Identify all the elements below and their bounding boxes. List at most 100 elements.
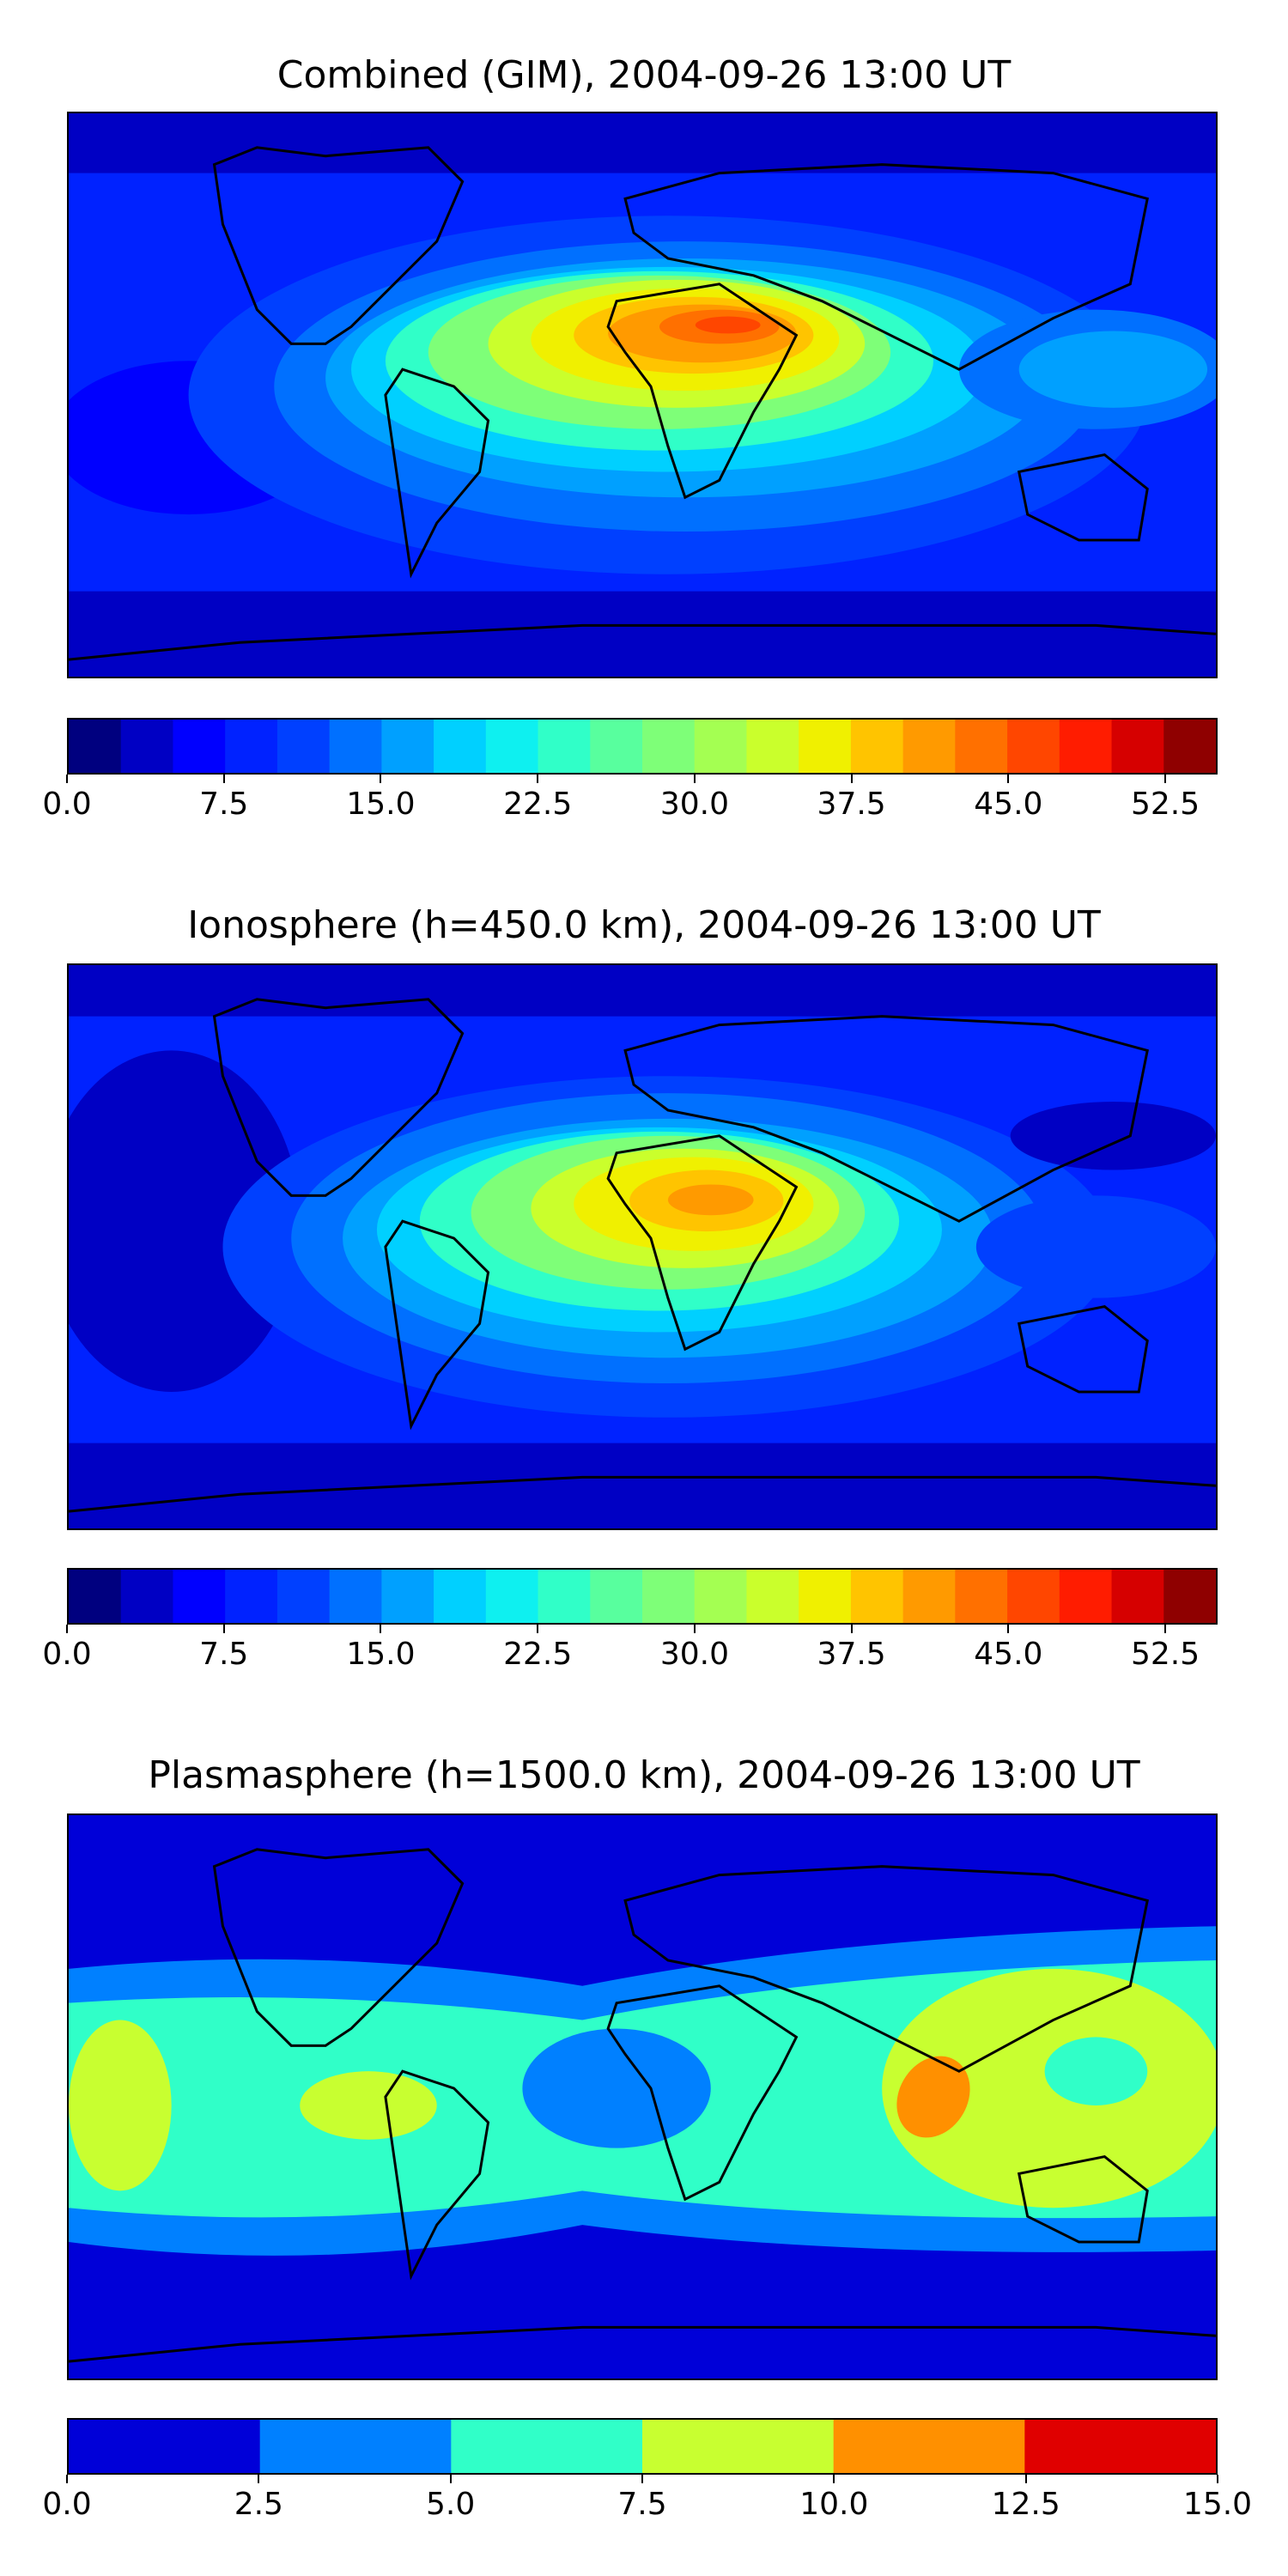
coastlines bbox=[69, 146, 1216, 661]
colorbar-segment bbox=[590, 720, 643, 773]
colorbar-segment bbox=[259, 2420, 452, 2473]
colorbar-tick-mark bbox=[380, 1625, 382, 1633]
colorbar-ionosphere bbox=[67, 1568, 1218, 1625]
colorbar-plasmasphere bbox=[67, 2418, 1218, 2475]
tec-map-plasmasphere bbox=[69, 1815, 1216, 2379]
colorbar-segment bbox=[120, 720, 173, 773]
colorbar-tick-mark bbox=[537, 775, 539, 783]
colorbar-segment bbox=[642, 720, 696, 773]
colorbar-tick-label: 2.5 bbox=[234, 2487, 283, 2522]
colorbar-tick-label: 12.5 bbox=[991, 2487, 1060, 2522]
map-plasmasphere bbox=[67, 1814, 1218, 2380]
panel-title-ionosphere: Ionosphere (h=450.0 km), 2004-09-26 13:0… bbox=[187, 903, 1101, 947]
colorbar-tick-mark bbox=[641, 2475, 643, 2483]
colorbar-tick-label: 5.0 bbox=[426, 2487, 476, 2522]
colorbar-segment bbox=[850, 720, 904, 773]
colorbar-tick-label: 30.0 bbox=[659, 787, 729, 822]
colorbar-tick-mark bbox=[850, 775, 853, 783]
colorbar-segment bbox=[746, 1570, 799, 1623]
colorbar-tick-mark bbox=[222, 775, 225, 783]
colorbar-tick-mark bbox=[1007, 1625, 1010, 1633]
panel-title-plasmasphere: Plasmasphere (h=1500.0 km), 2004-09-26 1… bbox=[148, 1753, 1140, 1797]
colorbar-segment bbox=[225, 1570, 278, 1623]
colorbar-segment bbox=[1007, 1570, 1060, 1623]
colorbar-segment bbox=[434, 720, 487, 773]
colorbar-tick-mark bbox=[1217, 2475, 1218, 2483]
colorbar-ticks-combined: 0.0 7.5 15.0 22.5 30.0 37.5 45.0 52.5 bbox=[42, 775, 1218, 826]
colorbar-tick-label: 0.0 bbox=[42, 787, 92, 822]
colorbar-segment bbox=[69, 1570, 122, 1623]
colorbar-tick-label: 37.5 bbox=[817, 787, 886, 822]
colorbar-tick-label: 52.5 bbox=[1131, 1637, 1200, 1672]
colorbar-segment bbox=[1059, 1570, 1113, 1623]
colorbar-tick-label: 45.0 bbox=[974, 787, 1043, 822]
colorbar-segment bbox=[1059, 720, 1113, 773]
colorbar-tick-mark bbox=[66, 2475, 68, 2483]
colorbar-tick-mark bbox=[537, 1625, 539, 1633]
coastlines bbox=[69, 1848, 1216, 2363]
colorbar-segment bbox=[833, 2420, 1025, 2473]
colorbar-segment bbox=[902, 720, 956, 773]
colorbar-segment bbox=[538, 720, 591, 773]
colorbar-tick-mark bbox=[1024, 2475, 1027, 2483]
colorbar-tick-mark bbox=[693, 1625, 696, 1633]
colorbar-gradient bbox=[69, 1570, 1216, 1623]
colorbar-segment bbox=[329, 720, 382, 773]
colorbar-segment bbox=[799, 1570, 852, 1623]
colorbar-tick-mark bbox=[66, 1625, 68, 1633]
colorbar-segment bbox=[276, 1570, 331, 1623]
colorbar-segment bbox=[485, 720, 539, 773]
colorbar-segment bbox=[1007, 720, 1060, 773]
colorbar-segment bbox=[538, 1570, 591, 1623]
colorbar-tick-mark bbox=[66, 775, 68, 783]
colorbar-segment bbox=[329, 1570, 382, 1623]
colorbar-segment bbox=[955, 720, 1008, 773]
colorbar-segment bbox=[1163, 1570, 1216, 1623]
coastlines bbox=[69, 998, 1216, 1513]
colorbar-tick-label: 30.0 bbox=[659, 1637, 729, 1672]
colorbar-tick-label: 7.5 bbox=[617, 2487, 667, 2522]
colorbar-tick-mark bbox=[1164, 775, 1167, 783]
colorbar-tick-mark bbox=[850, 1625, 853, 1633]
colorbar-ticks-ionosphere: 0.0 7.5 15.0 22.5 30.0 37.5 45.0 52.5 bbox=[42, 1625, 1218, 1676]
colorbar-tick-mark bbox=[1164, 1625, 1167, 1633]
map-ionosphere bbox=[67, 963, 1218, 1530]
colorbar-segment bbox=[642, 1570, 696, 1623]
colorbar-segment bbox=[1024, 2420, 1216, 2473]
colorbar-segment bbox=[381, 720, 434, 773]
colorbar-segment bbox=[485, 1570, 539, 1623]
colorbar-tick-label: 15.0 bbox=[1182, 2487, 1253, 2522]
colorbar-segment bbox=[955, 1570, 1008, 1623]
colorbar-tick-mark bbox=[258, 2475, 260, 2483]
colorbar-tick-label: 22.5 bbox=[503, 787, 573, 822]
colorbar-segment bbox=[694, 1570, 747, 1623]
colorbar-segment bbox=[225, 720, 278, 773]
colorbar-tick-label: 45.0 bbox=[974, 1637, 1043, 1672]
colorbar-tick-label: 15.0 bbox=[346, 787, 416, 822]
colorbar-tick-mark bbox=[222, 1625, 225, 1633]
colorbar-tick-label: 10.0 bbox=[799, 2487, 869, 2522]
colorbar-combined bbox=[67, 718, 1218, 775]
colorbar-segment bbox=[120, 1570, 173, 1623]
panel-title-combined: Combined (GIM), 2004-09-26 13:00 UT bbox=[276, 53, 1012, 97]
colorbar-segment bbox=[381, 1570, 434, 1623]
colorbar-segment bbox=[1163, 720, 1216, 773]
tec-map-combined bbox=[69, 113, 1216, 677]
colorbar-tick-label: 0.0 bbox=[42, 1637, 92, 1672]
colorbar-tick-label: 15.0 bbox=[346, 1637, 416, 1672]
colorbar-tick-label: 52.5 bbox=[1131, 787, 1200, 822]
colorbar-tick-mark bbox=[693, 775, 696, 783]
colorbar-ticks-plasmasphere: 0.0 2.5 5.0 7.5 10.0 12.5 15.0 bbox=[42, 2475, 1252, 2526]
tec-map-ionosphere bbox=[69, 965, 1216, 1528]
colorbar-tick-label: 7.5 bbox=[199, 1637, 249, 1672]
colorbar-segment bbox=[590, 1570, 643, 1623]
colorbar-segment bbox=[434, 1570, 487, 1623]
map-combined bbox=[67, 112, 1218, 678]
colorbar-segment bbox=[746, 720, 799, 773]
colorbar-tick-mark bbox=[380, 775, 382, 783]
colorbar-tick-mark bbox=[1007, 775, 1010, 783]
colorbar-segment bbox=[1111, 720, 1164, 773]
colorbar-tick-label: 0.0 bbox=[42, 2487, 92, 2522]
colorbar-tick-mark bbox=[833, 2475, 835, 2483]
colorbar-segment bbox=[850, 1570, 904, 1623]
